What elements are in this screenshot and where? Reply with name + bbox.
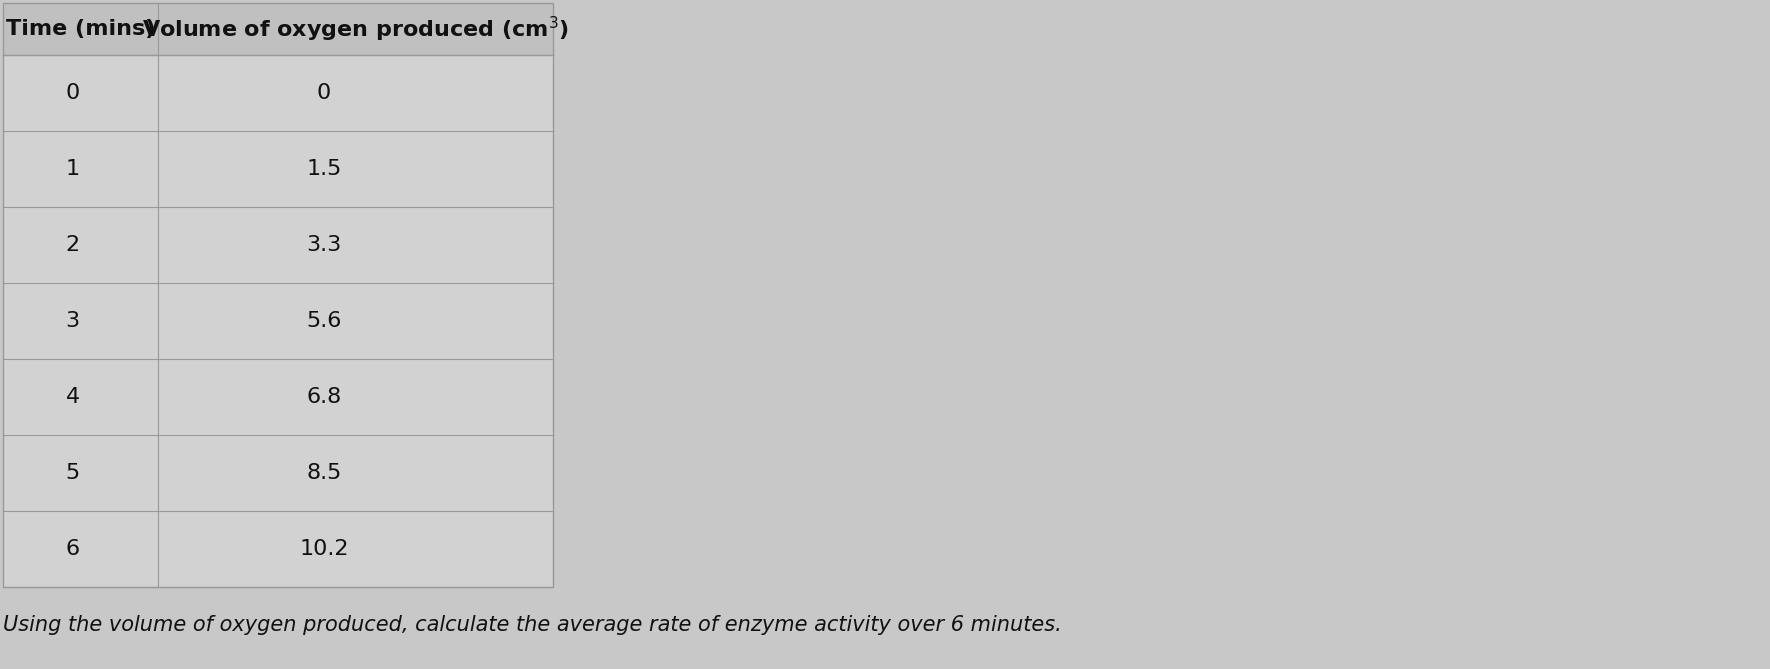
Text: 0: 0 <box>65 83 80 103</box>
Text: 3.3: 3.3 <box>306 235 342 255</box>
Text: Time (mins): Time (mins) <box>5 19 156 39</box>
Text: Volume of oxygen produced (cm$^3$): Volume of oxygen produced (cm$^3$) <box>142 15 568 43</box>
Bar <box>4 3 552 587</box>
Text: 1.5: 1.5 <box>306 159 342 179</box>
Text: Using the volume of oxygen produced, calculate the average rate of enzyme activi: Using the volume of oxygen produced, cal… <box>4 615 1062 635</box>
Text: 5.6: 5.6 <box>306 311 342 331</box>
Bar <box>4 3 552 55</box>
Text: 0: 0 <box>317 83 331 103</box>
Text: 6.8: 6.8 <box>306 387 342 407</box>
Text: 5: 5 <box>65 463 80 483</box>
Text: 6: 6 <box>65 539 80 559</box>
Text: 4: 4 <box>65 387 80 407</box>
Text: 1: 1 <box>65 159 80 179</box>
Text: 8.5: 8.5 <box>306 463 342 483</box>
Text: 2: 2 <box>65 235 80 255</box>
Text: 10.2: 10.2 <box>299 539 349 559</box>
Bar <box>4 3 552 587</box>
Text: 3: 3 <box>65 311 80 331</box>
